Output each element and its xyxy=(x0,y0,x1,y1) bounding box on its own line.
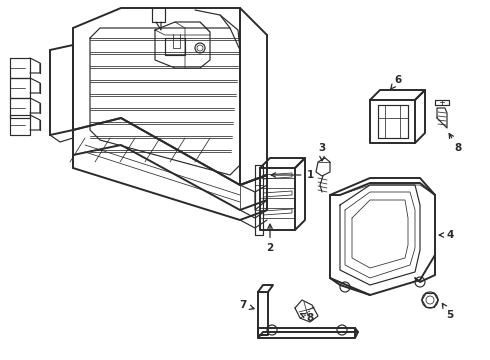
Text: 7: 7 xyxy=(239,300,254,310)
Text: 8: 8 xyxy=(449,134,462,153)
Text: 6: 6 xyxy=(390,75,402,90)
Text: 5: 5 xyxy=(442,303,454,320)
Text: 8: 8 xyxy=(300,313,314,323)
Text: 3: 3 xyxy=(318,143,326,161)
Text: 4: 4 xyxy=(439,230,454,240)
Text: 1: 1 xyxy=(271,170,314,180)
Text: 2: 2 xyxy=(267,224,273,253)
